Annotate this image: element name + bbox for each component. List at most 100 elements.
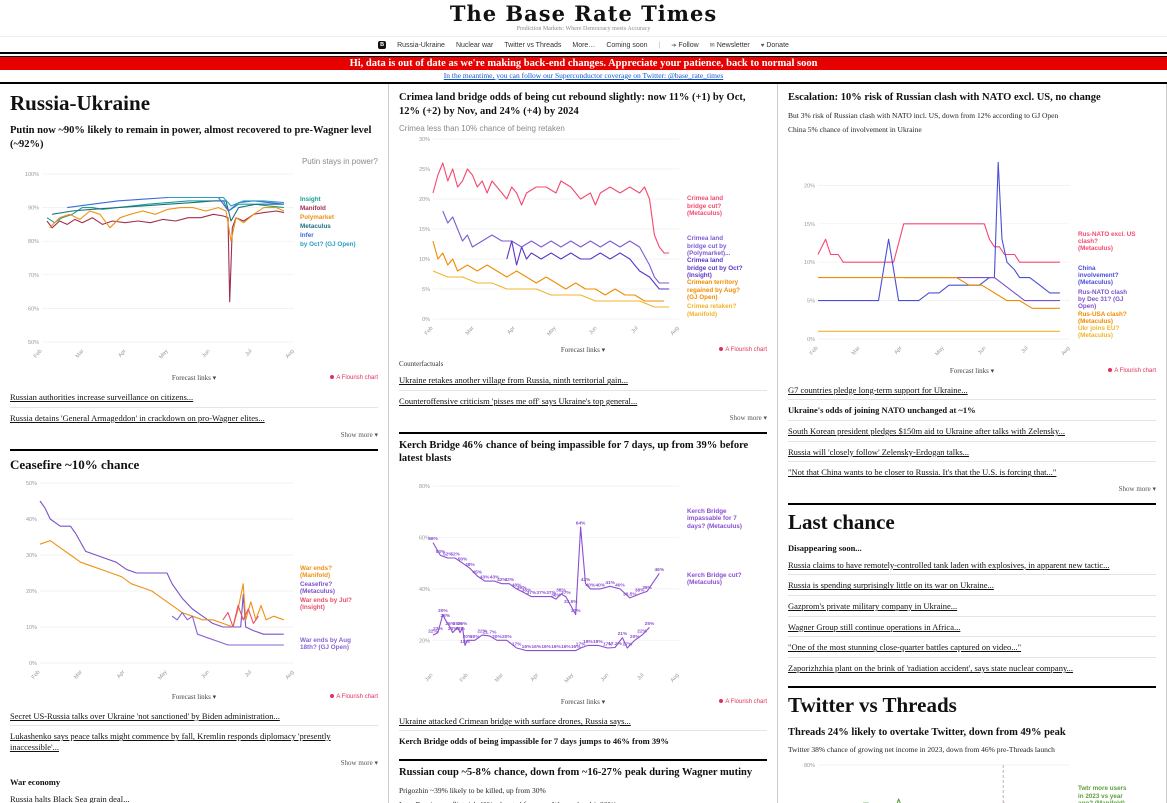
news-link[interactable]: Secret US-Russia talks over Ukraine 'not…	[10, 706, 378, 727]
show-more-link[interactable]: Show more ▾	[1118, 484, 1156, 493]
svg-text:Jun: Jun	[977, 345, 987, 356]
show-more-link[interactable]: Show more ▾	[729, 413, 767, 422]
crimea-chart-title: Crimea less than 10% chance of being ret…	[399, 124, 565, 134]
kerch-news-links: Ukraine attacked Crimean bridge with sur…	[399, 711, 767, 751]
news-link[interactable]: Russia will 'closely follow' Zelensky-Er…	[788, 442, 1156, 463]
svg-text:42%: 42%	[581, 577, 591, 583]
coup-note-1: Prigozhin ~39% likely to be killed, up f…	[399, 785, 546, 795]
news-link[interactable]: "One of the most stunning close-quarter …	[788, 637, 1156, 658]
nav-item-nuclear-war[interactable]: Nuclear war	[455, 41, 494, 49]
flourish-logo-icon	[330, 375, 335, 380]
forecast-links-dropdown[interactable]: Forecast links ▾	[560, 346, 606, 355]
news-link[interactable]: Wagner Group still continue operations i…	[788, 617, 1156, 638]
right-column: Escalation: 10% risk of Russian clash wi…	[778, 84, 1167, 803]
svg-text:38%: 38%	[635, 587, 645, 593]
svg-text:33.5%: 33.5%	[564, 599, 578, 605]
counterfactuals-label: Counterfactuals	[399, 360, 444, 369]
site-logo-icon[interactable]: B	[378, 41, 387, 49]
section-rule	[10, 448, 378, 451]
news-link[interactable]: Russia is spending surprisingly little o…	[788, 575, 1156, 597]
svg-text:28%: 28%	[440, 613, 450, 619]
forecast-links-dropdown[interactable]: Forecast links ▾	[949, 366, 995, 375]
flourish-attribution[interactable]: A Flourish chart	[719, 698, 767, 705]
svg-text:16%: 16%	[571, 644, 581, 650]
svg-text:Aug: Aug	[1061, 345, 1072, 356]
putin-chart: 100% 90% 80% 70% 60% 50% Feb Mar Apr May Jun Jul Aug…	[10, 166, 379, 373]
nav-item-russia-ukraine[interactable]: Russia-Ukraine	[397, 41, 445, 49]
svg-text:22%: 22%	[477, 628, 487, 634]
follow-button[interactable]: ➔ Follow	[671, 42, 698, 49]
svg-text:Apr: Apr	[893, 345, 903, 356]
svg-text:Feb: Feb	[424, 326, 435, 337]
news-link[interactable]: Lukashenko says peace talks might commen…	[10, 731, 331, 752]
news-link[interactable]: Counteroffensive criticism 'pisses me of…	[399, 395, 638, 406]
series-label: Kerch Bridge impassable for 7 days? (Met…	[687, 507, 742, 530]
superconductor-link[interactable]: In the meantime, you can follow our Supe…	[443, 71, 724, 80]
forecast-links-dropdown[interactable]: Forecast links ▾	[171, 374, 217, 383]
news-link[interactable]: Russia halts Black Sea grain deal...	[10, 789, 378, 803]
series-label: Kerch Bridge cut? (Metaculus)	[687, 571, 742, 587]
kerch-bold-note[interactable]: Kerch Bridge odds of being impassible fo…	[399, 736, 669, 747]
donate-button[interactable]: ♥ Donate	[761, 42, 789, 49]
svg-text:Apr: Apr	[116, 669, 126, 680]
svg-text:50%: 50%	[28, 340, 39, 346]
ceasefire-title: Ceasefire ~10% chance	[10, 456, 140, 472]
svg-text:17.2%: 17.2%	[608, 641, 622, 647]
twitter-threads-chart: 80%60%40%20%Twtr more users in 2023 vs y…	[788, 759, 1157, 803]
nav-item-coming-soon[interactable]: Coming soon	[606, 41, 648, 49]
flourish-attribution[interactable]: A Flourish chart	[330, 375, 378, 381]
svg-text:40%: 40%	[26, 517, 37, 523]
news-link[interactable]: G7 countries pledge long-term support fo…	[788, 380, 1156, 401]
news-link[interactable]: South Korean president pledges $150m aid…	[788, 421, 1156, 442]
svg-text:40%: 40%	[615, 582, 625, 588]
svg-text:36.5%: 36.5%	[623, 591, 637, 597]
putin-chart-title: Putin stays in power?	[301, 157, 378, 167]
nato-odds-note[interactable]: Ukraine's odds of joining NATO unchanged…	[788, 400, 1156, 421]
masthead: The Base Rate Times Prediction Markets: …	[0, 0, 1167, 32]
svg-text:25%: 25%	[458, 621, 468, 627]
newsletter-label: Newsletter	[716, 41, 750, 49]
nav-item-twitter-vs-threads[interactable]: Twitter vs Threads	[504, 41, 562, 49]
section-rule	[399, 431, 767, 434]
show-more-link[interactable]: Show more ▾	[340, 759, 378, 768]
main-nav: B Russia-Ukraine Nuclear war Twitter vs …	[0, 36, 1167, 52]
svg-text:25%: 25%	[645, 621, 655, 627]
svg-text:Jan: Jan	[424, 672, 434, 683]
svg-text:Jul: Jul	[1020, 345, 1029, 354]
newsletter-button[interactable]: ✉ Newsletter	[710, 42, 750, 49]
escalation-chart-footer: Forecast links ▾ A Flourish chart	[788, 367, 1156, 377]
news-link[interactable]: Zaporizhzhia plant on the brink of 'radi…	[788, 662, 1074, 673]
svg-text:30%: 30%	[26, 553, 37, 559]
svg-text:50%: 50%	[26, 481, 37, 487]
svg-text:60%: 60%	[419, 535, 430, 541]
svg-text:16%: 16%	[561, 644, 571, 650]
news-link[interactable]: Russia detains 'General Armageddon' in c…	[10, 412, 265, 423]
svg-text:40%: 40%	[595, 582, 605, 588]
news-link[interactable]: Gazprom's private military company in Uk…	[788, 596, 1156, 617]
svg-text:23%: 23%	[448, 626, 458, 632]
news-link[interactable]: Ukraine attacked Crimean bridge with sur…	[399, 711, 767, 732]
svg-text:37%: 37%	[561, 590, 571, 596]
svg-text:5%: 5%	[807, 298, 815, 304]
forecast-links-dropdown[interactable]: Forecast links ▾	[560, 697, 606, 706]
news-link[interactable]: "Not that China wants to be closer to Ru…	[788, 467, 1057, 478]
kerch-header: Kerch Bridge 46% chance of being impassi…	[399, 439, 749, 465]
ceasefire-chart-footer: Forecast links ▾ A Flourish chart	[10, 693, 378, 703]
svg-text:52%: 52%	[450, 551, 460, 557]
show-more-link[interactable]: Show more ▾	[340, 430, 378, 439]
svg-text:20%: 20%	[630, 634, 640, 640]
svg-text:0%: 0%	[807, 337, 815, 343]
news-link[interactable]: Russia claims to have remotely-controlle…	[788, 555, 1156, 576]
flourish-attribution[interactable]: A Flourish chart	[1108, 367, 1156, 374]
nav-item-more[interactable]: More…	[572, 41, 596, 49]
flourish-attribution[interactable]: A Flourish chart	[330, 693, 378, 700]
svg-text:0%: 0%	[29, 661, 37, 667]
news-link[interactable]: Ukraine retakes another village from Rus…	[399, 370, 767, 391]
site-title: The Base Rate Times	[449, 1, 718, 26]
svg-text:Aug: Aug	[285, 669, 296, 680]
forecast-links-dropdown[interactable]: Forecast links ▾	[171, 692, 217, 701]
news-link[interactable]: Russian authorities increase surveillanc…	[10, 387, 378, 408]
svg-text:41%: 41%	[605, 580, 615, 586]
flourish-attribution[interactable]: A Flourish chart	[719, 347, 767, 353]
content-top-rule	[0, 82, 1167, 84]
